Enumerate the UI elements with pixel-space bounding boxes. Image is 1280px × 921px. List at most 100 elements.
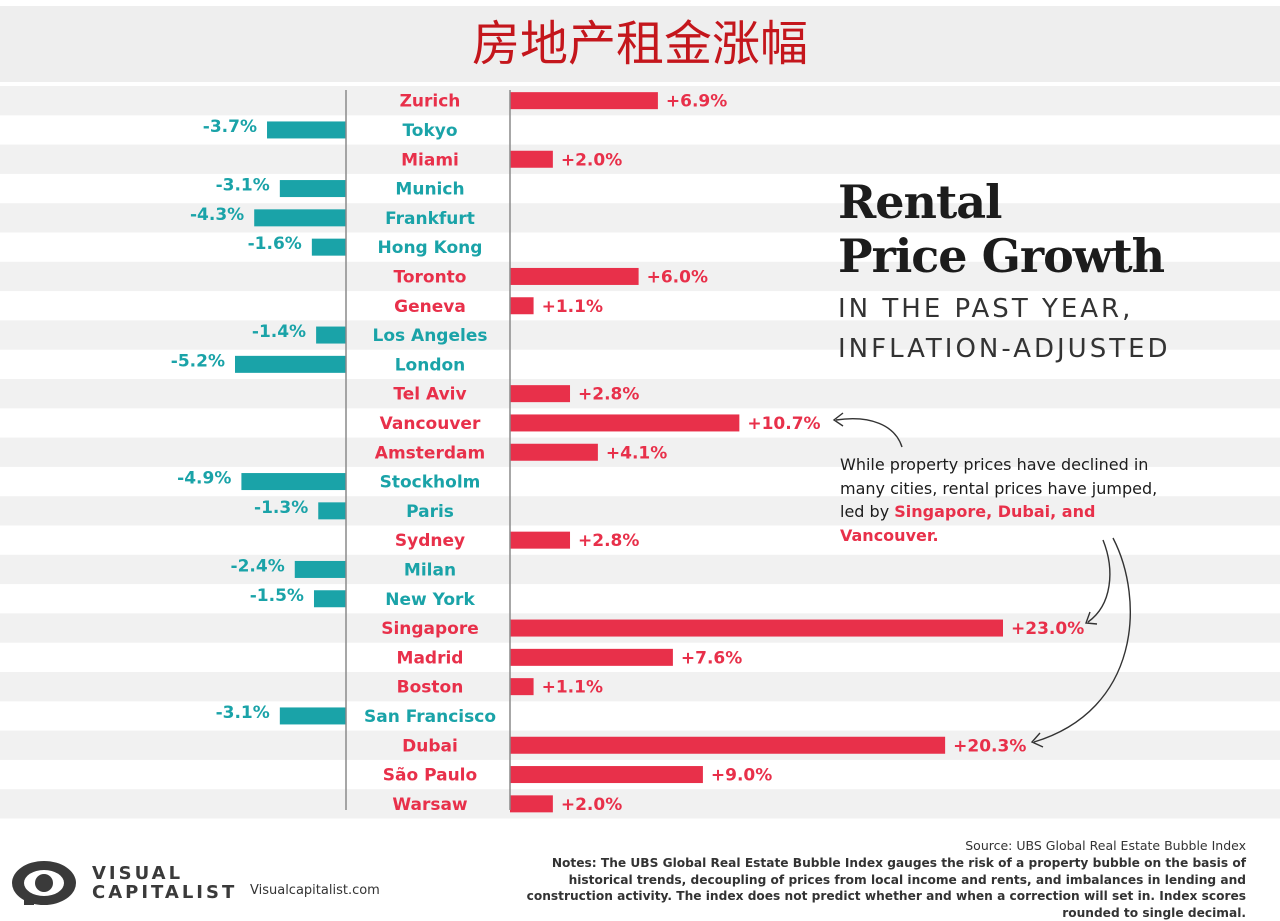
data-label: +1.1% bbox=[542, 297, 603, 317]
data-label: -5.2% bbox=[171, 351, 225, 371]
data-label: +2.8% bbox=[578, 531, 639, 551]
bar-new-york bbox=[313, 590, 346, 608]
bar-hong-kong bbox=[311, 238, 346, 256]
chart-subtitle-line-1: IN THE PAST YEAR, bbox=[838, 294, 1134, 324]
annotation-body: While property prices have declined in m… bbox=[840, 455, 1158, 521]
city-label: Vancouver bbox=[380, 414, 481, 434]
city-label: Madrid bbox=[397, 648, 464, 668]
row-band bbox=[0, 144, 1280, 174]
data-label: +10.7% bbox=[747, 414, 820, 434]
logo-line-1: VISUAL bbox=[92, 863, 184, 884]
data-label: +2.0% bbox=[561, 150, 622, 170]
data-label: +20.3% bbox=[953, 736, 1026, 756]
data-label: +4.1% bbox=[606, 443, 667, 463]
bar-stockholm bbox=[241, 473, 346, 491]
data-label: +23.0% bbox=[1011, 619, 1084, 639]
bar-paris bbox=[318, 502, 346, 520]
city-label: Boston bbox=[397, 678, 464, 698]
data-label: -3.7% bbox=[203, 117, 257, 137]
bar-singapore bbox=[510, 619, 1003, 637]
data-label: -1.6% bbox=[248, 234, 302, 254]
arrowhead-singapore bbox=[1085, 611, 1098, 625]
city-label: Warsaw bbox=[392, 795, 468, 815]
city-label: Toronto bbox=[394, 267, 467, 287]
city-labels: Zurich Tokyo Miami Munich Frankfurt Hong Kong… bbox=[364, 92, 496, 815]
bar-tel-aviv bbox=[510, 385, 571, 403]
bar-miami bbox=[510, 150, 553, 168]
data-label: -1.4% bbox=[252, 322, 306, 342]
data-label: +1.1% bbox=[542, 678, 603, 698]
arrow-to-dubai bbox=[1033, 537, 1131, 743]
arrowhead-vancouver bbox=[832, 412, 844, 427]
row-band bbox=[0, 554, 1280, 585]
city-label: London bbox=[395, 355, 466, 375]
bar-london bbox=[235, 355, 346, 373]
logo-wordmark: VISUAL CAPITALIST bbox=[92, 864, 237, 902]
bar-toronto bbox=[510, 267, 639, 285]
row-band bbox=[0, 672, 1280, 702]
city-label: Frankfurt bbox=[385, 209, 475, 229]
data-label: -1.5% bbox=[250, 586, 304, 606]
city-label: Paris bbox=[406, 502, 454, 522]
bar-zurich bbox=[510, 92, 658, 110]
row-band bbox=[0, 789, 1280, 819]
city-label: Geneva bbox=[394, 297, 466, 317]
bars bbox=[235, 92, 1003, 813]
bar-boston bbox=[510, 678, 534, 696]
chart-title-line-1: Rental bbox=[838, 175, 1002, 229]
bar-los-angeles bbox=[316, 326, 346, 344]
row-band bbox=[0, 320, 1280, 350]
city-label: Amsterdam bbox=[375, 443, 485, 463]
data-label: -4.9% bbox=[177, 469, 231, 489]
data-label: -4.3% bbox=[190, 205, 244, 225]
logo-line-2: CAPITALIST bbox=[92, 882, 238, 903]
data-label: -3.1% bbox=[216, 176, 270, 196]
chart-subtitle-line-2: INFLATION-ADJUSTED bbox=[838, 334, 1171, 364]
data-label: +6.0% bbox=[647, 267, 708, 287]
city-label: Singapore bbox=[381, 619, 479, 639]
annotation-arrows bbox=[832, 412, 1131, 748]
city-label: Sydney bbox=[395, 531, 465, 551]
chart-title-block: Rental Price Growth IN THE PAST YEAR, IN… bbox=[838, 175, 1258, 369]
city-label: Munich bbox=[395, 180, 464, 200]
city-label: Zurich bbox=[400, 92, 461, 112]
city-label: Dubai bbox=[402, 736, 458, 756]
annotation-highlight: Singapore, Dubai, and Vancouver. bbox=[840, 502, 1096, 545]
bar-san-francisco bbox=[279, 707, 346, 725]
city-label: Milan bbox=[404, 560, 456, 580]
value-labels: +6.9% -3.7% +2.0% -3.1% -4.3%-1.6% +6.0% +1.1%… bbox=[171, 92, 1084, 815]
data-label: -1.3% bbox=[254, 498, 308, 518]
city-label: San Francisco bbox=[364, 707, 496, 727]
arrowhead-dubai bbox=[1030, 732, 1044, 748]
source-line: Source: UBS Global Real Estate Bubble In… bbox=[965, 838, 1246, 853]
bar-frankfurt bbox=[254, 209, 346, 227]
bar-munich bbox=[279, 180, 346, 198]
chart-title-line-2: Price Growth bbox=[838, 229, 1165, 283]
bar-madrid bbox=[510, 648, 673, 666]
data-label: -2.4% bbox=[231, 556, 285, 576]
data-label: +7.6% bbox=[681, 648, 742, 668]
row-band bbox=[0, 437, 1280, 467]
bar-vancouver bbox=[510, 414, 740, 432]
annotation-text: While property prices have declined in m… bbox=[840, 453, 1160, 547]
city-label: Tel Aviv bbox=[393, 385, 466, 405]
arrow-to-singapore bbox=[1087, 539, 1111, 623]
bar-amsterdam bbox=[510, 443, 598, 461]
notes-text: Notes: The UBS Global Real Estate Bubble… bbox=[526, 856, 1246, 920]
data-label: +6.9% bbox=[666, 92, 727, 112]
page-title: 房地产租金涨幅 bbox=[471, 16, 808, 72]
row-band bbox=[0, 203, 1280, 233]
footer: VISUAL CAPITALIST Visualcapitalist.com S… bbox=[0, 830, 1280, 920]
header-band bbox=[0, 6, 1280, 82]
bar-tokyo bbox=[267, 121, 346, 139]
city-label: Hong Kong bbox=[378, 238, 483, 258]
data-label: -3.1% bbox=[216, 703, 270, 723]
row-bands bbox=[0, 86, 1280, 819]
site-url[interactable]: Visualcapitalist.com bbox=[250, 883, 380, 898]
city-label: Miami bbox=[401, 150, 459, 170]
city-label: Los Angeles bbox=[373, 326, 488, 346]
city-label: New York bbox=[385, 590, 475, 610]
visual-capitalist-logo-icon bbox=[12, 861, 76, 905]
city-label: São Paulo bbox=[383, 766, 477, 786]
data-label: +2.0% bbox=[561, 795, 622, 815]
